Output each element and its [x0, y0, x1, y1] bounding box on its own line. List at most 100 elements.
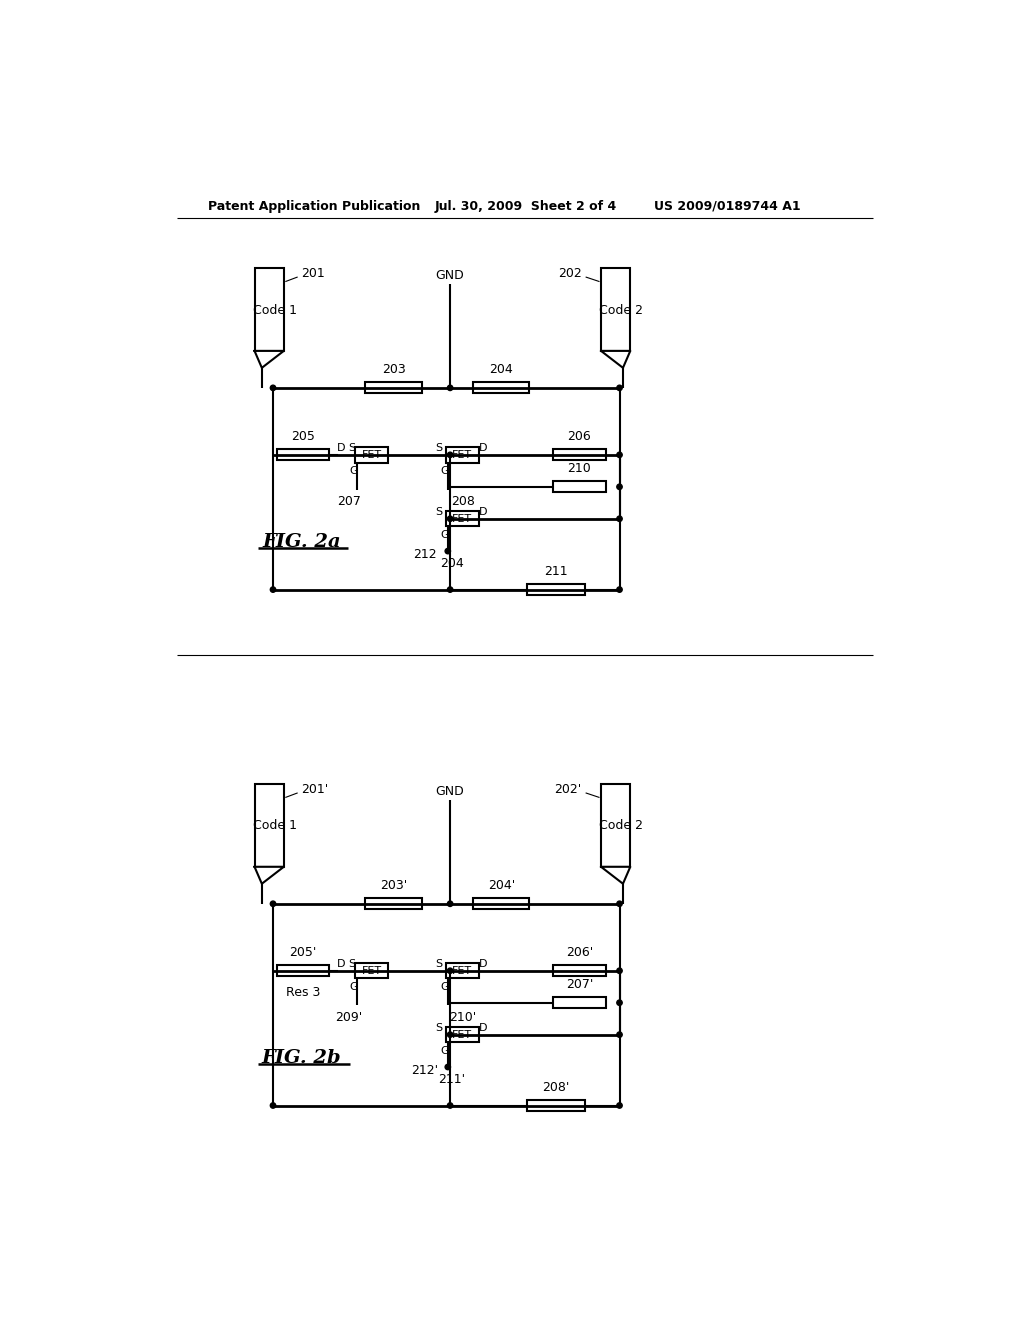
Text: Code 2: Code 2: [599, 304, 643, 317]
Text: 203: 203: [382, 363, 406, 376]
Circle shape: [447, 385, 453, 391]
Text: 211: 211: [544, 565, 567, 578]
Text: S: S: [348, 444, 355, 453]
Text: 205': 205': [290, 946, 316, 960]
Text: Patent Application Publication: Patent Application Publication: [208, 199, 420, 213]
Text: G: G: [440, 982, 450, 993]
Text: G: G: [349, 982, 358, 993]
Bar: [255, 268, 284, 351]
Text: G: G: [349, 466, 358, 477]
Bar: [276, 449, 330, 461]
Circle shape: [616, 484, 623, 490]
Polygon shape: [601, 351, 631, 368]
Text: Jul. 30, 2009  Sheet 2 of 4: Jul. 30, 2009 Sheet 2 of 4: [435, 199, 616, 213]
Polygon shape: [601, 867, 631, 884]
Text: G: G: [440, 531, 450, 540]
Text: 207': 207': [566, 978, 593, 991]
Text: D: D: [479, 1023, 487, 1034]
Text: D: D: [337, 444, 346, 453]
Bar: [446, 1027, 478, 1043]
Text: GND: GND: [436, 785, 465, 797]
Polygon shape: [255, 351, 284, 368]
Circle shape: [447, 902, 453, 907]
Bar: [553, 998, 606, 1008]
Text: FIG. 2b: FIG. 2b: [262, 1049, 341, 1067]
Bar: [355, 447, 388, 462]
Bar: [553, 482, 606, 492]
Text: 204: 204: [439, 557, 464, 570]
Text: FET: FET: [361, 450, 382, 459]
Circle shape: [270, 385, 275, 391]
Circle shape: [447, 968, 453, 973]
Bar: [355, 964, 388, 978]
Circle shape: [447, 1032, 453, 1038]
Circle shape: [270, 587, 275, 593]
Text: GND: GND: [436, 269, 465, 282]
Text: FIG. 2a: FIG. 2a: [262, 533, 341, 550]
Circle shape: [616, 587, 623, 593]
Circle shape: [616, 968, 623, 973]
Text: 204: 204: [489, 363, 513, 376]
Bar: [366, 899, 422, 909]
Text: S: S: [435, 507, 442, 517]
Text: 202: 202: [558, 268, 582, 280]
Text: FET: FET: [453, 966, 472, 975]
Circle shape: [616, 516, 623, 521]
Text: 201': 201': [301, 783, 328, 796]
Circle shape: [616, 1001, 623, 1006]
Bar: [473, 899, 529, 909]
Circle shape: [616, 902, 623, 907]
Circle shape: [445, 548, 451, 554]
Text: G: G: [440, 1047, 450, 1056]
Bar: [276, 965, 330, 977]
Text: 207: 207: [337, 495, 361, 508]
Text: 201: 201: [301, 268, 325, 280]
Text: 208: 208: [452, 495, 475, 508]
Bar: [473, 383, 529, 393]
Text: FET: FET: [453, 1030, 472, 1040]
Text: 209': 209': [336, 1011, 362, 1024]
Text: FET: FET: [453, 450, 472, 459]
Text: D: D: [479, 960, 487, 969]
Bar: [553, 965, 606, 977]
Circle shape: [447, 516, 453, 521]
Circle shape: [270, 1102, 275, 1109]
Text: 202': 202': [555, 783, 582, 796]
Text: D: D: [479, 507, 487, 517]
Circle shape: [270, 902, 275, 907]
Circle shape: [616, 1032, 623, 1038]
Text: 212: 212: [413, 548, 436, 561]
Text: Code 1: Code 1: [253, 304, 297, 317]
Circle shape: [447, 1102, 453, 1109]
Text: 211': 211': [438, 1073, 465, 1086]
Text: 205: 205: [291, 430, 315, 444]
Circle shape: [616, 1102, 623, 1109]
Bar: [553, 449, 606, 461]
Text: G: G: [440, 466, 450, 477]
Text: S: S: [435, 444, 442, 453]
Bar: [366, 383, 422, 393]
Polygon shape: [255, 867, 284, 884]
Text: US 2009/0189744 A1: US 2009/0189744 A1: [654, 199, 801, 213]
Bar: [446, 964, 478, 978]
Circle shape: [445, 1064, 451, 1069]
Text: S: S: [348, 960, 355, 969]
Text: S: S: [435, 1023, 442, 1034]
Text: Res 3: Res 3: [286, 986, 321, 999]
Circle shape: [447, 453, 453, 458]
Text: 206: 206: [567, 430, 591, 444]
Bar: [446, 511, 478, 527]
Text: 206': 206': [566, 946, 593, 960]
Circle shape: [447, 587, 453, 593]
Circle shape: [616, 385, 623, 391]
Text: D: D: [337, 960, 346, 969]
Text: 210: 210: [567, 462, 591, 475]
Text: FET: FET: [453, 513, 472, 524]
Bar: [446, 447, 478, 462]
Text: 204': 204': [487, 879, 515, 892]
Text: FET: FET: [361, 966, 382, 975]
Text: 212': 212': [412, 1064, 438, 1077]
Bar: [255, 784, 284, 867]
Circle shape: [616, 453, 623, 458]
Bar: [527, 1100, 585, 1111]
